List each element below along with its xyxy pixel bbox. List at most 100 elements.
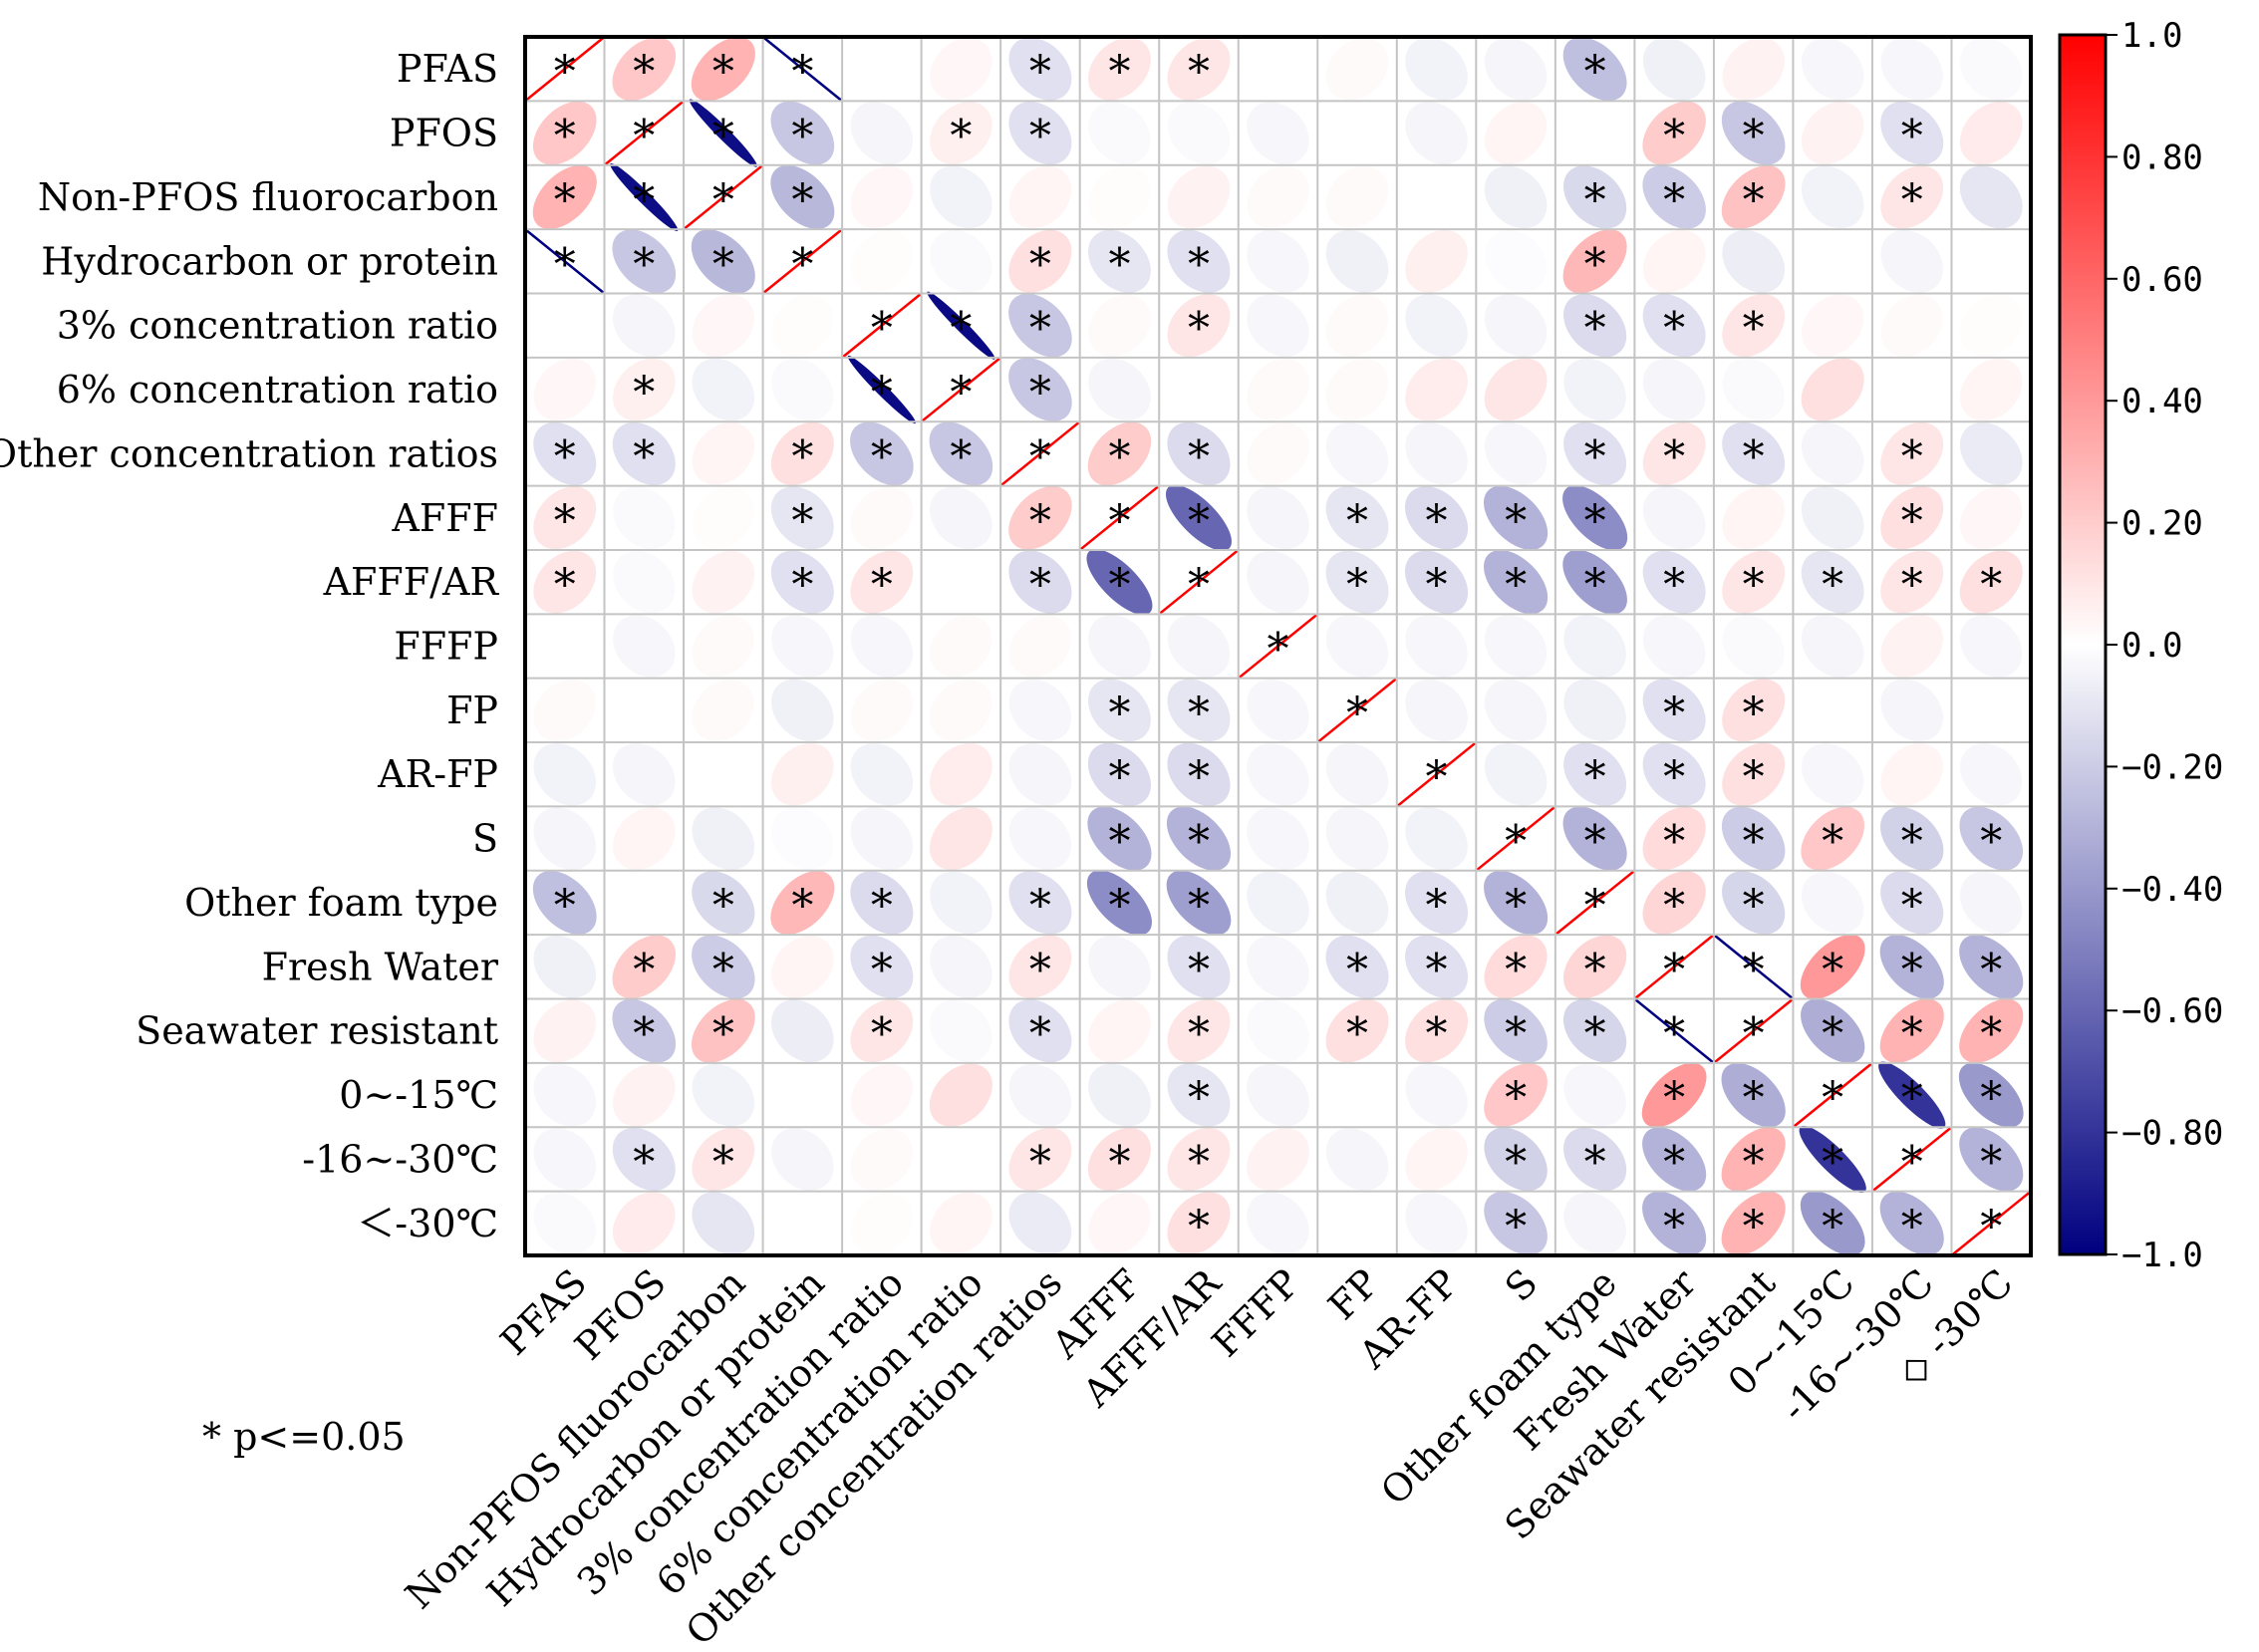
significance-marker: * [1188, 881, 1210, 932]
correlation-ellipse [1247, 230, 1309, 293]
correlation-ellipse [930, 102, 992, 164]
matrix-cell [930, 742, 992, 806]
matrix-cell [1880, 37, 1943, 101]
correlation-ellipse [1247, 165, 1309, 229]
significance-marker: * [1663, 881, 1685, 932]
matrix-cell [850, 615, 914, 678]
correlation-ellipse [610, 162, 679, 231]
matrix-cell: * [1641, 1062, 1707, 1128]
correlation-ellipse [771, 615, 834, 678]
correlation-ellipse [1722, 679, 1786, 742]
correlation-ellipse [1325, 102, 1389, 164]
matrix-cell: * [1078, 484, 1160, 551]
significance-marker: * [1822, 560, 1843, 611]
matrix-cell [1801, 102, 1864, 164]
significance-marker: * [1029, 368, 1051, 418]
significance-marker: * [1584, 945, 1606, 995]
correlation-ellipse [1405, 807, 1468, 870]
matrix-cells: * * * * * * * * * * * * * * * * * * * * * * * * * * * * * * * * * * * * * * * *… [524, 36, 2032, 1256]
correlation-ellipse [1642, 807, 1706, 871]
matrix-cell: * [1879, 935, 1944, 999]
matrix-cell: * [1880, 550, 1944, 614]
correlation-ellipse [1484, 742, 1548, 806]
matrix-cell [1088, 294, 1151, 357]
row-label: AFFF/AR [323, 560, 500, 604]
correlation-ellipse [1088, 615, 1151, 678]
matrix-cell: * [850, 999, 914, 1063]
matrix-cell [1484, 102, 1548, 164]
significance-marker: * [633, 112, 655, 162]
matrix-cell: * [1086, 870, 1152, 936]
significance-marker: * [1743, 1202, 1765, 1252]
correlation-ellipse [1088, 294, 1151, 357]
correlation-ellipse [847, 355, 916, 424]
matrix-cell [1167, 615, 1231, 678]
correlation-ellipse [1484, 37, 1548, 101]
correlation-ellipse [1642, 679, 1706, 742]
correlation-ellipse [1802, 230, 1864, 293]
matrix-cell [1247, 294, 1309, 357]
correlation-ellipse [612, 1192, 676, 1255]
correlation-ellipse [850, 679, 914, 742]
correlation-ellipse [612, 37, 677, 101]
correlation-ellipse [1167, 294, 1231, 358]
correlation-ellipse [770, 421, 834, 485]
correlation-ellipse [533, 294, 596, 357]
matrix-cell: * [770, 164, 835, 229]
correlation-ellipse [1642, 165, 1706, 229]
significance-marker: * [1822, 817, 1843, 868]
correlation-ellipse [1405, 1063, 1468, 1127]
matrix-cell [1960, 230, 2023, 293]
matrix-cell [1960, 743, 2023, 806]
correlation-ellipse [1167, 1128, 1231, 1191]
matrix-cell [1722, 37, 1785, 101]
row-label: S [472, 817, 498, 861]
matrix-cell [1167, 102, 1231, 164]
matrix-cell: * [1086, 549, 1153, 616]
matrix-cell [1325, 807, 1389, 870]
matrix-cell: * [1008, 293, 1072, 358]
significance-marker: * [1108, 1137, 1130, 1188]
matrix-cell [1801, 294, 1864, 357]
matrix-cell [1722, 358, 1785, 421]
matrix-cell [850, 165, 914, 229]
matrix-cell: * [1642, 742, 1706, 806]
matrix-cell [613, 807, 676, 870]
matrix-cell: * [1562, 999, 1627, 1063]
matrix-cell: * [1167, 742, 1231, 806]
significance-marker: * [1743, 1009, 1765, 1060]
matrix-cell: * [1880, 421, 1944, 485]
matrix-cell: * [1642, 1127, 1707, 1192]
significance-marker: * [1980, 1202, 2002, 1252]
matrix-cell [1801, 486, 1864, 550]
matrix-cell [1088, 165, 1151, 229]
matrix-cell [1405, 1128, 1468, 1191]
matrix-cell [1325, 1128, 1389, 1191]
matrix-cell [1247, 38, 1309, 101]
correlation-ellipse [1405, 294, 1468, 357]
significance-marker: * [1584, 47, 1606, 98]
correlation-ellipse [1165, 484, 1232, 551]
correlation-ellipse [612, 998, 677, 1063]
matrix-cell [1563, 615, 1626, 678]
correlation-ellipse [1247, 1192, 1309, 1255]
correlation-ellipse [1405, 37, 1468, 101]
significance-marker: * [1188, 1202, 1210, 1252]
correlation-ellipse [850, 1063, 914, 1127]
matrix-cell: * [1801, 998, 1865, 1063]
correlation-ellipse [1642, 101, 1706, 165]
correlation-ellipse [1247, 743, 1309, 806]
matrix-cell: * [532, 164, 597, 229]
significance-marker: * [1663, 688, 1685, 739]
correlation-ellipse [1801, 871, 1864, 935]
matrix-cell [930, 936, 992, 998]
correlation-ellipse [689, 99, 757, 167]
correlation-ellipse [850, 230, 914, 293]
matrix-cell: * [1484, 998, 1548, 1063]
correlation-ellipse [1484, 102, 1548, 164]
matrix-cell [1801, 358, 1864, 421]
matrix-cell: * [1959, 998, 2024, 1063]
correlation-ellipse [1642, 615, 1706, 678]
correlation-ellipse [1484, 230, 1548, 293]
significance-marker: * [712, 1137, 734, 1188]
